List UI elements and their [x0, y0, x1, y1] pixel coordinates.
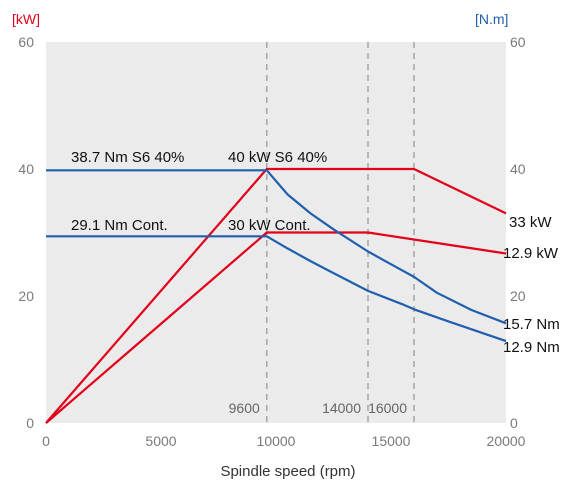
- x-tick-label: 5000: [145, 433, 176, 449]
- x-axis-label: Spindle speed (rpm): [220, 463, 355, 480]
- series-line-power-0: [45, 167, 507, 424]
- series-annotation-label: 38.7 Nm S6 40%: [71, 149, 184, 166]
- series-end-label: 33 kW: [509, 214, 552, 231]
- speed-line-label-9600: 9600: [229, 400, 260, 416]
- series-annotation-label: 30 kW Cont.: [228, 217, 311, 234]
- x-tick-label: 0: [42, 433, 50, 449]
- series-line-torque-2: [46, 169, 507, 325]
- series-end-label: 12.9 Nm: [503, 339, 560, 356]
- annotation-labels: 38.7 Nm S6 40% 40 kW S6 40% 29.1 Nm Cont. 3…: [71, 149, 560, 356]
- series-line-power-1: [45, 231, 507, 424]
- left-y-tick-label: 60: [18, 34, 34, 50]
- right-axis-unit: [N.m]: [475, 11, 508, 27]
- series-line-torque-3: [46, 235, 507, 343]
- series-annotation-label: 29.1 Nm Cont.: [71, 217, 168, 234]
- series-end-label: 12.9 kW: [503, 245, 559, 262]
- left-y-tick-label: 40: [18, 161, 34, 177]
- x-tick-label: 15000: [372, 433, 411, 449]
- x-tick-label: 10000: [257, 433, 296, 449]
- series-layer: [45, 167, 507, 424]
- series-end-label: 15.7 Nm: [503, 316, 560, 333]
- right-y-tick-label: 60: [510, 34, 526, 50]
- right-y-tick-label: 0: [510, 415, 518, 431]
- speed-line-label-16000: 16000: [368, 400, 407, 416]
- series-annotation-label: 40 kW S6 40%: [228, 149, 327, 166]
- right-y-tick-label: 40: [510, 161, 526, 177]
- right-y-tick-label: 20: [510, 288, 526, 304]
- speed-line-label-14000: 14000: [322, 400, 361, 416]
- left-y-tick-label: 20: [18, 288, 34, 304]
- x-tick-label: 20000: [487, 433, 526, 449]
- left-y-tick-label: 0: [26, 415, 34, 431]
- left-axis-unit: [kW]: [12, 11, 40, 27]
